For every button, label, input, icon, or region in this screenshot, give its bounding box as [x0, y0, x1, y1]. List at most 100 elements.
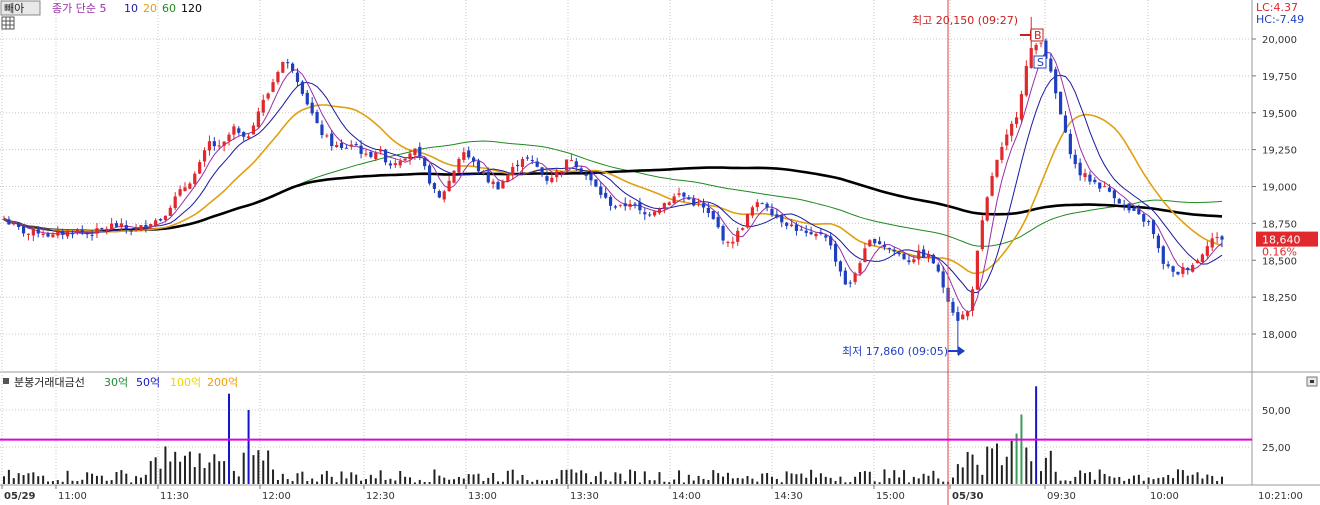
volume-bar: [976, 464, 979, 484]
candle-body: [1010, 123, 1014, 136]
volume-bar: [1221, 476, 1223, 484]
volume-bar: [717, 473, 720, 484]
candle-body: [599, 186, 603, 195]
candle-body: [471, 157, 476, 162]
x-tick-label-3: 12:00: [262, 491, 291, 502]
volume-bar: [565, 469, 568, 484]
candle-body: [662, 203, 666, 210]
candle-body: [242, 132, 246, 137]
candle-body: [535, 161, 539, 167]
volume-legend-50: 50억: [136, 376, 160, 389]
candle-body: [1044, 40, 1048, 59]
volume-bar: [71, 480, 74, 484]
volume-bar: [991, 448, 994, 484]
candle-body: [682, 192, 686, 197]
volume-bar: [267, 450, 270, 484]
volume-bar: [213, 454, 216, 484]
volume-bar: [56, 480, 59, 484]
candle-body: [1200, 254, 1205, 262]
volume-bar: [1040, 471, 1043, 484]
volume-legend-200: 200억: [207, 376, 238, 389]
volume-bar: [37, 476, 40, 484]
candle-body: [379, 149, 383, 152]
candle-body: [1088, 174, 1092, 182]
candle-body: [794, 224, 799, 231]
volume-bar: [1005, 456, 1008, 484]
volume-bar: [795, 474, 798, 484]
candle-body: [320, 124, 324, 136]
ma10-line: [3, 74, 1223, 294]
x-tick-label-5: 13:00: [468, 491, 497, 502]
volume-bar: [61, 481, 64, 484]
candle-body: [173, 196, 177, 209]
candle-body: [863, 248, 867, 263]
candle-body: [300, 81, 304, 94]
candle-body: [516, 164, 520, 167]
grid-toggle-icon[interactable]: [1, 16, 15, 30]
volume-bar: [589, 482, 592, 484]
volume-bar: [457, 476, 460, 484]
candle-body: [540, 167, 544, 174]
volume-bar: [448, 479, 451, 484]
candle-body: [388, 163, 393, 166]
candle-body: [271, 82, 275, 92]
candle-body: [838, 261, 843, 272]
candle-body: [222, 141, 226, 146]
candle-body: [349, 144, 353, 147]
candle-body: [701, 203, 706, 208]
volume-bar: [550, 479, 553, 484]
candle-body: [1210, 238, 1214, 248]
candle-body: [589, 173, 593, 181]
volume-bar: [619, 473, 622, 484]
candle-body: [555, 171, 559, 178]
candle-body: [1029, 48, 1033, 68]
y-tick-label-2: 19,500: [1262, 109, 1297, 120]
x-tick-label-4: 12:30: [366, 491, 395, 502]
candle-body: [643, 212, 647, 215]
candle-body: [545, 176, 549, 181]
volume-bar: [477, 473, 480, 484]
candle-body: [75, 229, 79, 233]
candle-body: [902, 253, 906, 260]
volume-bar: [272, 469, 275, 484]
candle-body: [584, 174, 588, 176]
candle-body: [1098, 182, 1102, 189]
x-tick-label-2: 11:30: [160, 491, 189, 502]
candle-body: [1005, 134, 1009, 146]
candle-body: [339, 142, 344, 148]
candle-body: [741, 228, 745, 230]
candle-body: [305, 92, 309, 105]
mode-button-box[interactable]: [0, 0, 41, 16]
volume-bar: [105, 480, 108, 484]
volume-bar: [942, 481, 945, 484]
volume-bar: [1059, 480, 1062, 484]
volume-bar: [614, 472, 617, 484]
candle-body: [462, 152, 466, 160]
volume-bar: [986, 446, 989, 484]
candle-body: [716, 217, 720, 228]
volume-bar: [325, 470, 328, 484]
candle-body: [149, 224, 153, 228]
volume-bar: [1093, 479, 1096, 484]
volume-bar: [76, 481, 79, 484]
candle-body: [511, 166, 515, 176]
candle-body: [193, 173, 197, 184]
volume-bar: [545, 480, 548, 484]
candle-body: [789, 224, 794, 227]
candle-body: [467, 150, 471, 158]
candle-body: [217, 145, 221, 147]
mode-button[interactable]: 빼아: [4, 2, 24, 15]
volume-bar: [404, 476, 407, 484]
candle-body: [970, 289, 975, 311]
volume-bar: [531, 481, 534, 484]
x-tick-label-9: 15:00: [876, 491, 905, 502]
candle-body: [163, 215, 168, 220]
candle-body: [1215, 237, 1219, 239]
volume-bar: [1147, 477, 1150, 484]
candle-body: [667, 202, 671, 206]
candle-body: [437, 191, 441, 198]
candle-body: [496, 182, 500, 190]
volume-bar: [863, 471, 866, 484]
volume-bar: [712, 470, 715, 484]
